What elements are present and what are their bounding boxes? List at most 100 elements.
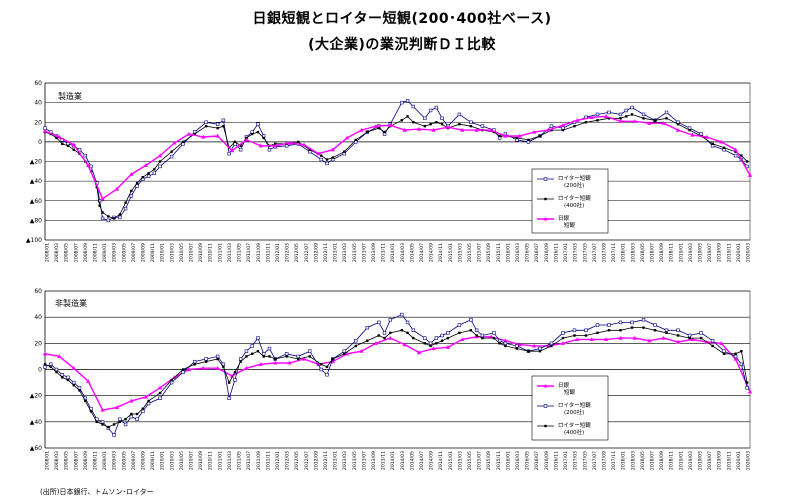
data-point xyxy=(229,148,235,153)
data-point xyxy=(603,114,609,118)
x-tick-label: 2020/03 xyxy=(746,243,752,262)
data-point xyxy=(78,389,81,392)
data-point xyxy=(460,127,465,132)
data-point xyxy=(112,217,116,220)
data-point xyxy=(256,122,260,126)
data-point xyxy=(458,331,461,335)
data-point xyxy=(66,144,70,147)
x-tick-label: 2008/09 xyxy=(83,243,89,262)
data-point xyxy=(100,216,105,221)
x-tick-label: 2010/03 xyxy=(169,243,175,262)
data-point xyxy=(114,186,120,191)
data-point xyxy=(354,344,357,348)
x-tick-label: 2012/05 xyxy=(294,451,300,470)
data-point xyxy=(319,367,323,372)
data-point xyxy=(527,349,530,353)
x-tick-label: 2019/01 xyxy=(678,243,684,262)
data-point xyxy=(49,362,53,366)
data-point xyxy=(560,122,566,127)
data-point xyxy=(641,112,646,117)
data-point xyxy=(619,329,622,332)
data-point xyxy=(238,357,243,361)
x-tick-label: 2017/05 xyxy=(582,451,588,470)
x-tick-label: 2010/11 xyxy=(208,451,214,470)
data-point xyxy=(147,399,150,403)
data-point xyxy=(152,171,157,175)
x-tick-label: 2010/03 xyxy=(169,451,175,470)
x-tick-label: 2016/05 xyxy=(525,451,531,470)
data-point xyxy=(114,405,120,410)
y-tick-label: ▲40 xyxy=(30,178,42,185)
data-point xyxy=(308,349,312,353)
x-tick-label: 2015/01 xyxy=(448,243,454,262)
data-point xyxy=(699,336,703,340)
data-point xyxy=(221,118,226,122)
data-point xyxy=(607,117,611,120)
data-point xyxy=(204,360,208,363)
data-point xyxy=(233,370,237,374)
x-tick-label: 2019/05 xyxy=(697,451,703,470)
data-point xyxy=(43,363,47,366)
x-tick-label: 2015/03 xyxy=(457,243,463,262)
x-tick-label: 2015/09 xyxy=(486,243,492,262)
data-point xyxy=(575,118,580,122)
data-point xyxy=(256,130,260,134)
data-point xyxy=(733,153,738,158)
x-tick-label: 2014/01 xyxy=(390,243,396,262)
data-point xyxy=(560,341,566,345)
data-point xyxy=(561,336,565,340)
data-point xyxy=(642,326,645,329)
x-tick-label: 2013/09 xyxy=(371,243,377,262)
data-point xyxy=(244,365,249,370)
data-point xyxy=(747,389,753,394)
data-point xyxy=(388,335,393,340)
data-point xyxy=(55,136,58,140)
data-point xyxy=(250,132,254,136)
data-point xyxy=(143,163,148,168)
data-point xyxy=(71,142,76,147)
data-point xyxy=(71,365,76,370)
data-point xyxy=(411,104,416,109)
y-tick-label: 0 xyxy=(38,367,42,374)
data-point xyxy=(719,139,724,144)
x-tick-label: 2018/01 xyxy=(621,451,627,470)
x-tick-label: 2010/09 xyxy=(198,243,204,262)
data-point xyxy=(216,357,219,361)
source-note: (出所)日本銀行、トムソン･ロイター xyxy=(40,488,154,496)
data-point xyxy=(186,367,192,372)
data-point xyxy=(388,122,393,127)
x-tick-label: 2011/01 xyxy=(217,451,223,470)
data-point xyxy=(653,323,657,327)
x-tick-label: 2010/09 xyxy=(198,451,204,470)
data-point xyxy=(405,320,410,325)
x-tick-label: 2020/01 xyxy=(736,451,742,470)
data-point xyxy=(135,181,139,185)
x-tick-label: 2011/05 xyxy=(237,451,243,470)
data-point xyxy=(607,110,611,115)
data-point xyxy=(84,399,87,403)
data-point xyxy=(690,337,695,342)
x-tick-label: 2019/03 xyxy=(688,243,694,262)
data-point xyxy=(146,401,151,406)
data-point xyxy=(733,354,738,359)
x-tick-label: 2011/11 xyxy=(265,243,271,262)
x-tick-label: 2013/03 xyxy=(342,451,348,470)
data-point xyxy=(457,112,462,117)
x-tick-label: 2008/07 xyxy=(73,243,79,262)
data-point xyxy=(158,160,162,163)
x-tick-label: 2015/05 xyxy=(467,243,473,262)
data-point xyxy=(676,123,680,126)
data-point xyxy=(719,341,724,345)
x-tick-label: 2018/03 xyxy=(630,451,636,470)
data-point xyxy=(215,122,220,126)
data-point xyxy=(661,335,666,340)
data-point xyxy=(400,100,404,105)
x-tick-label: 2009/01 xyxy=(102,451,108,470)
data-point xyxy=(400,119,404,122)
data-point xyxy=(642,117,645,120)
data-point xyxy=(316,362,321,366)
y-tick-label: 60 xyxy=(34,80,42,87)
data-point xyxy=(434,105,439,110)
data-point xyxy=(193,363,196,366)
